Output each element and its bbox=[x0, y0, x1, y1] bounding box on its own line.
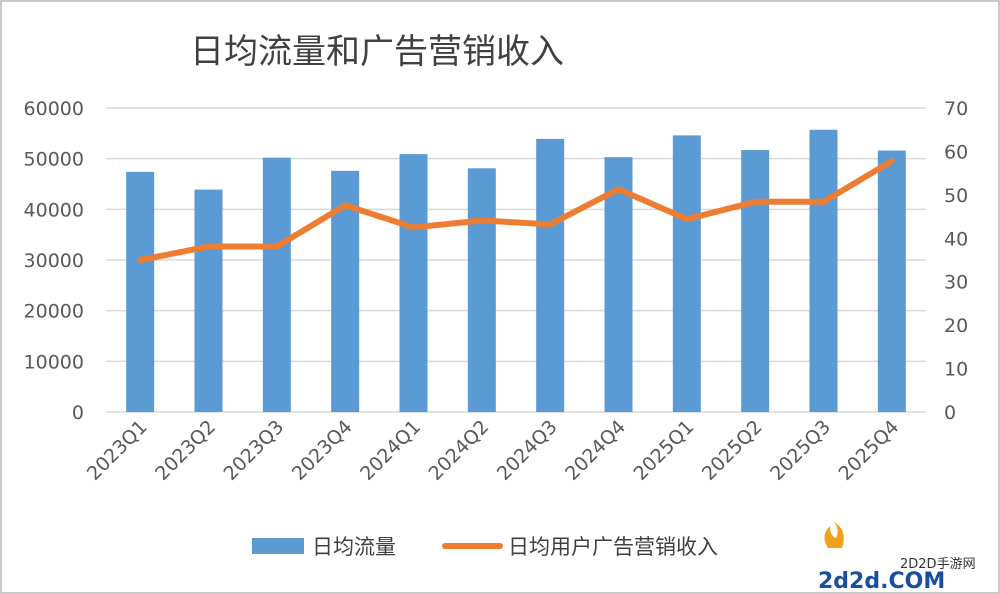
x-tick-label: 2024Q3 bbox=[493, 416, 562, 485]
flame-icon bbox=[824, 522, 844, 548]
x-tick-label: 2024Q2 bbox=[424, 416, 493, 485]
bar bbox=[194, 189, 223, 412]
chart-title: 日均流量和广告营销收入 bbox=[190, 32, 564, 72]
svg-text:2D2D手游网: 2D2D手游网 bbox=[900, 557, 976, 572]
y-left-tick-label: 30000 bbox=[24, 250, 84, 272]
y-left-tick-label: 60000 bbox=[24, 98, 84, 120]
x-tick-label: 2025Q3 bbox=[766, 416, 835, 485]
x-tick-label: 2023Q3 bbox=[219, 416, 288, 485]
x-tick-label: 2024Q4 bbox=[561, 416, 630, 485]
y-right-tick-label: 0 bbox=[944, 402, 956, 424]
y-right-tick-label: 20 bbox=[944, 315, 968, 337]
bar bbox=[536, 138, 565, 412]
x-tick-label: 2023Q2 bbox=[151, 416, 220, 485]
y-right-tick-label: 40 bbox=[944, 228, 968, 250]
y-right-tick-label: 30 bbox=[944, 272, 968, 294]
legend-swatch-bar bbox=[252, 538, 304, 554]
y-left-tick-label: 50000 bbox=[24, 149, 84, 171]
x-tick-label: 2025Q4 bbox=[834, 416, 903, 485]
y-right-tick-label: 10 bbox=[944, 359, 968, 381]
bar bbox=[672, 135, 701, 413]
y-right-tick-label: 60 bbox=[944, 141, 968, 163]
y-right-tick-label: 70 bbox=[944, 98, 968, 120]
y-left-tick-label: 40000 bbox=[24, 199, 84, 221]
bar bbox=[467, 168, 496, 412]
y-left-tick-label: 10000 bbox=[24, 351, 84, 373]
bar bbox=[809, 129, 838, 412]
bar bbox=[399, 154, 428, 412]
bar bbox=[126, 171, 155, 412]
legend: 日均流量 日均用户广告营销收入 bbox=[252, 535, 718, 559]
watermark-logo: 2D2D手游网 2d2d.COM bbox=[818, 522, 976, 594]
bar bbox=[262, 157, 291, 412]
x-tick-label: 2023Q4 bbox=[288, 416, 357, 485]
line-series bbox=[137, 157, 895, 263]
legend-label-line: 日均用户广告营销收入 bbox=[508, 535, 718, 559]
bar bbox=[741, 150, 770, 412]
svg-text:2d2d.COM: 2d2d.COM bbox=[818, 569, 945, 594]
x-tick-label: 2024Q1 bbox=[356, 416, 425, 485]
legend-label-bar: 日均流量 bbox=[312, 535, 396, 559]
x-tick-label: 2025Q2 bbox=[698, 416, 767, 485]
x-tick-label: 2025Q1 bbox=[629, 416, 698, 485]
x-tick-label: 2023Q1 bbox=[83, 416, 152, 485]
bar bbox=[877, 150, 906, 412]
bar bbox=[604, 157, 633, 412]
y-right-tick-label: 50 bbox=[944, 185, 968, 207]
y-left-tick-label: 20000 bbox=[24, 301, 84, 323]
y-left-tick-label: 0 bbox=[72, 402, 84, 424]
